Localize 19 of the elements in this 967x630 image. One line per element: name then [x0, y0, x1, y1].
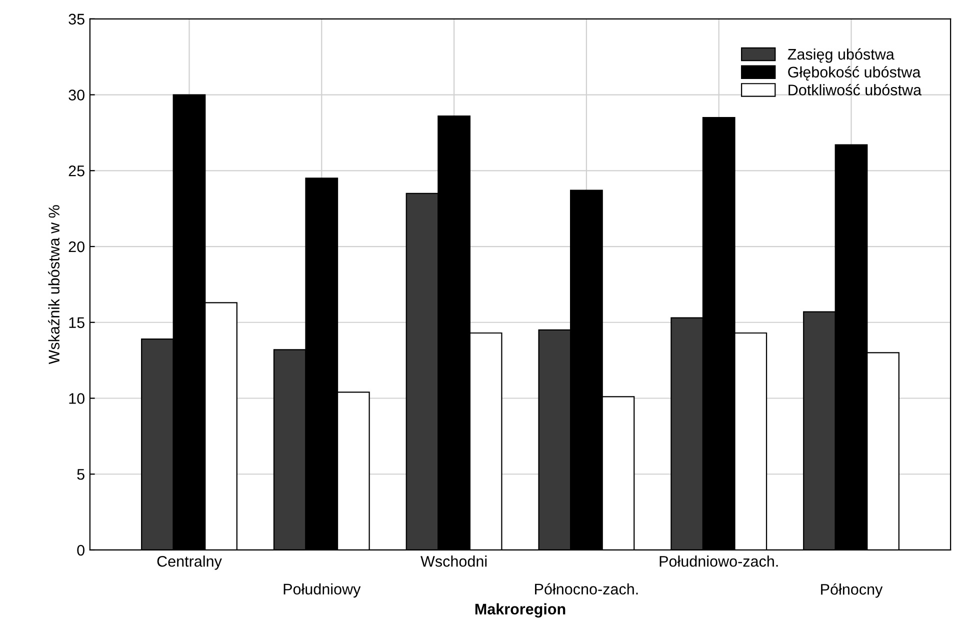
x-tick-label: Południowo-zach.: [660, 556, 778, 567]
y-tick-label: 25: [68, 166, 84, 176]
y-axis-title: Wskaźnik ubóstwa w %: [48, 205, 60, 364]
y-tick-label: 35: [68, 14, 84, 25]
y-tick-label: 20: [68, 241, 84, 252]
x-tick-label: Centralny: [157, 556, 222, 570]
legend-label: Głębokość ubóstwa: [788, 66, 921, 81]
x-tick-label: Wschodni: [420, 556, 487, 567]
legend-label: Zasięg ubóstwa: [788, 48, 894, 63]
y-tick-label: 0: [77, 544, 84, 556]
y-tick-label: 30: [68, 90, 84, 100]
x-tick-label: Północny: [821, 583, 883, 598]
legend-label: Dotkliwość ubóstwa: [788, 84, 922, 96]
x-tick-label: Południowy: [284, 583, 361, 598]
y-tick-label: 5: [77, 469, 84, 480]
x-tick-label: Północno-zach.: [535, 583, 638, 595]
x-axis-title: Makroregion: [475, 603, 566, 618]
y-tick-label: 10: [69, 393, 84, 404]
y-tick-label: 15: [69, 317, 84, 328]
